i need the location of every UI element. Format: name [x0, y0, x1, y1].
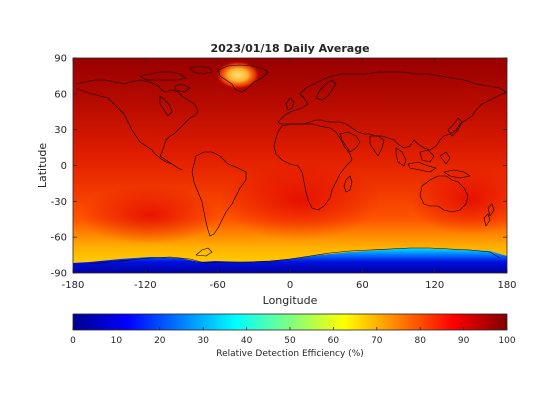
x-tick-label: 120	[425, 280, 444, 291]
detection-efficiency-field	[73, 58, 507, 273]
colorbar-gradient	[73, 314, 507, 330]
coastline-antarctic-peninsula	[195, 247, 213, 257]
coastlines	[75, 64, 507, 265]
x-tick-label: 0	[287, 280, 293, 291]
coastline-arctic-islands	[139, 65, 213, 93]
colorbar-tick-label: 10	[111, 336, 123, 346]
coastline-greenland	[217, 64, 269, 93]
field-patch-tasman	[410, 165, 507, 235]
coastline-antarctica	[89, 247, 501, 265]
x-tick-label: 60	[356, 280, 369, 291]
colorbar-label: Relative Detection Efficiency (%)	[216, 349, 364, 359]
colorbar-tick-label: 0	[70, 336, 76, 346]
coastline-uk	[285, 97, 295, 111]
y-tick-label: 90	[54, 54, 67, 65]
field-patch-atlantic	[220, 160, 380, 240]
coastline-scandinavia	[315, 79, 337, 101]
coastline-new-guinea	[443, 169, 471, 179]
coastline-madagascar	[343, 175, 353, 193]
coastline-europe-asia	[277, 71, 507, 151]
colorbar-tick-label: 20	[154, 336, 166, 346]
field-antarctica	[73, 248, 507, 273]
colorbar-tick-label: 80	[414, 336, 426, 346]
y-tick-label: -90	[51, 269, 67, 280]
coastline-new-zealand	[483, 203, 495, 227]
colorbar-tick-label: 90	[458, 336, 470, 346]
field-greenland	[216, 61, 260, 89]
colorbar-ticks: 0 10 20 30 40 50 60 70 80 90 100	[70, 327, 516, 346]
y-tick-label: 0	[61, 161, 67, 172]
x-tick-label: -180	[62, 280, 85, 291]
coastline-africa	[273, 123, 353, 211]
coastline-southeast-asia	[395, 147, 451, 173]
x-tick-label: -120	[134, 280, 157, 291]
y-tick-label: -30	[51, 197, 67, 208]
coastline-australia	[419, 175, 469, 213]
y-tick-label: 30	[54, 125, 67, 136]
coastline-hudson-bay	[159, 95, 173, 117]
colorbar-tick-label: 40	[241, 336, 253, 346]
y-axis-title: Latitude	[36, 143, 49, 189]
coastline-india	[369, 135, 385, 157]
field-patch-pacific	[80, 185, 220, 245]
coastline-north-america	[75, 79, 199, 171]
colorbar: 0 10 20 30 40 50 60 70 80 90 100 Relative Detectio…	[70, 313, 516, 359]
colorbar-tick-label: 50	[284, 336, 296, 346]
colorbar-tick-label: 100	[498, 336, 515, 346]
colorbar-tick-label: 70	[371, 336, 383, 346]
coastline-japan	[447, 117, 463, 137]
map-title: 2023/01/18 Daily Average	[210, 42, 369, 55]
y-tick-label: -60	[51, 233, 67, 244]
x-axis: -180 -120 -60 0 60 120 180	[62, 58, 517, 291]
coastline-arabia	[339, 131, 361, 153]
y-axis: -90 -60 -30 0 30 60 90	[51, 54, 507, 280]
x-tick-label: -60	[209, 280, 225, 291]
colorbar-tick-label: 60	[328, 336, 340, 346]
coastline-south-america	[191, 151, 247, 237]
y-tick-label: 60	[54, 89, 67, 100]
x-tick-label: 180	[497, 280, 516, 291]
colorbar-tick-label: 30	[197, 336, 209, 346]
x-axis-title: Longitude	[263, 294, 318, 307]
